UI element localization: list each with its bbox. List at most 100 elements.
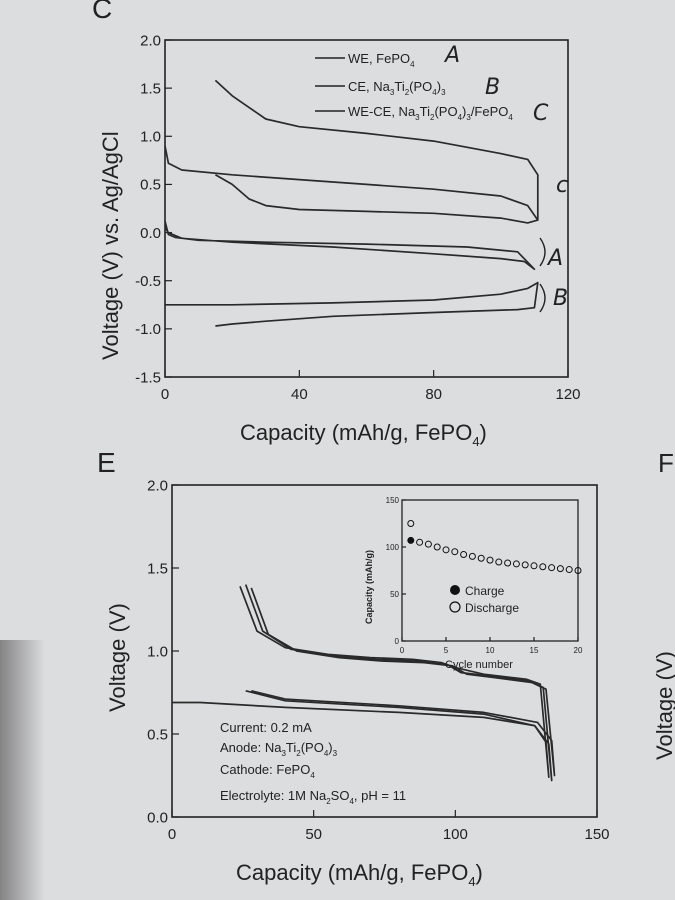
discharge-point	[433, 543, 441, 551]
x-tick-label: 120	[555, 386, 580, 403]
discharge-point	[504, 559, 512, 567]
y-tick-label: 1.5	[147, 560, 168, 577]
discharge-point	[530, 562, 538, 570]
series-line-2	[165, 281, 539, 327]
x-tick-label: 20	[574, 646, 583, 655]
y-tick-label: 0.0	[140, 225, 161, 242]
x-tick-label: 10	[486, 646, 495, 655]
y-tick-label: -0.5	[135, 273, 161, 290]
panel-c-curves	[164, 79, 539, 327]
legend-entry-c: WE-CE, Na3Ti2(PO4)3/FePO4	[348, 104, 513, 122]
discharge-point	[495, 558, 503, 566]
inset-y-axis-label: Capacity (mAh/g)	[364, 550, 374, 624]
note-electrolyte: Electrolyte: 1M Na2SO4, pH = 11	[220, 788, 406, 806]
y-tick-label: 50	[390, 590, 399, 599]
x-tick-label: 0	[400, 646, 405, 655]
panel-c: C -1.5 -1.0 -0.5 0.0 0.5 1.0 1.5 2.0 0 40 80 120 V…	[92, 0, 581, 449]
series-line-4	[214, 174, 539, 224]
y-tick-label: 1.0	[147, 643, 168, 660]
y-tick-label: -1.0	[135, 321, 161, 338]
curve-label-a: A	[546, 246, 563, 271]
discharge-point	[548, 564, 556, 572]
y-tick-label: 150	[386, 496, 400, 505]
curve-label-b-bracket	[539, 283, 546, 313]
curve-label-b: B	[553, 286, 568, 311]
note-cathode: Cathode: FePO4	[220, 762, 315, 780]
legend-hand-b: B	[485, 75, 500, 100]
discharge-point	[574, 567, 582, 574]
y-tick-label: 0.0	[147, 809, 168, 826]
legend-discharge-label: Discharge	[465, 601, 519, 615]
panel-c-y-ticks: -1.5 -1.0 -0.5 0.0 0.5 1.0 1.5 2.0	[135, 32, 172, 386]
discharge-point	[416, 538, 424, 546]
y-tick-label: 0.5	[147, 726, 168, 743]
discharge-point	[565, 566, 573, 574]
panel-e-curves	[172, 584, 556, 782]
panel-c-x-ticks: 0 40 80 120	[161, 370, 581, 403]
x-tick-label: 15	[530, 646, 539, 655]
y-tick-label: 1.0	[140, 129, 161, 146]
y-tick-label: -1.5	[135, 369, 161, 386]
series-line-3	[164, 79, 539, 221]
discharge-point	[512, 560, 520, 568]
legend-discharge-marker	[449, 601, 461, 613]
discharge-point	[486, 556, 494, 564]
panel-e-x-axis-label: Capacity (mAh/g, FePO4)	[236, 860, 483, 889]
discharge-point	[477, 554, 485, 562]
panel-c-letter: C	[92, 0, 112, 24]
panel-e-y-ticks: 0.0 0.5 1.0 1.5 2.0	[147, 477, 179, 826]
x-tick-label: 0	[161, 386, 169, 403]
discharge-point	[460, 551, 468, 559]
panel-e-letter: E	[97, 447, 116, 478]
panel-e-x-ticks: 0 50 100 150	[168, 810, 610, 843]
panel-c-x-axis-label: Capacity (mAh/g, FePO4)	[240, 420, 487, 449]
inset-frame	[401, 499, 579, 642]
inset-x-axis-label: Cycle number	[445, 659, 513, 671]
inset-points	[407, 520, 582, 574]
charge-point	[407, 536, 415, 544]
y-tick-label: 2.0	[140, 32, 161, 49]
note-anode: Anode: Na3Ti2(PO4)3	[220, 740, 338, 758]
note-current: Current: 0.2 mA	[220, 720, 312, 735]
series-line-1	[164, 220, 536, 271]
series-line-3	[250, 587, 556, 777]
y-tick-label: 0.5	[140, 177, 161, 194]
x-tick-label: 5	[444, 646, 449, 655]
y-tick-label: 100	[386, 543, 400, 552]
legend-charge-label: Charge	[465, 584, 505, 598]
inset-chart: 0 50 100 150 0 5 10 15 20 Capacity (mAh/g) Cycl…	[364, 496, 583, 671]
panel-e-notes: Current: 0.2 mA Anode: Na3Ti2(PO4)3 Cath…	[220, 720, 406, 806]
discharge-point	[468, 552, 476, 560]
x-tick-label: 150	[584, 826, 609, 843]
edge-voltage-fragment: Voltage (V)	[652, 651, 675, 760]
inset-y-ticks: 0 50 100 150	[386, 496, 406, 646]
x-tick-label: 0	[168, 826, 176, 843]
discharge-point	[539, 563, 547, 571]
discharge-point	[521, 561, 529, 569]
inset-x-ticks: 0 5 10 15 20	[400, 637, 583, 655]
panel-c-legend: WE, FePO4 A CE, Na3Ti2(PO4)3 B WE-CE, Na…	[315, 43, 549, 126]
legend-charge-marker	[450, 585, 460, 595]
x-tick-label: 80	[425, 386, 442, 403]
panel-c-frame	[164, 39, 569, 378]
x-tick-label: 50	[305, 826, 322, 843]
y-tick-label: 1.5	[140, 80, 161, 97]
panel-c-y-axis-label: Voltage (V) vs. Ag/AgCl	[98, 131, 123, 360]
legend-hand-a: A	[443, 43, 460, 68]
discharge-point	[424, 540, 432, 548]
curve-label-c: c	[556, 173, 568, 198]
edge-letter-f: F	[658, 448, 674, 478]
panel-e: E 0.00.51.01.52.0 0 50 100 150 Voltage (V) …	[97, 447, 610, 889]
legend-entry-b: CE, Na3Ti2(PO4)3	[348, 79, 446, 97]
discharge-point	[556, 565, 564, 573]
discharge-point	[442, 546, 450, 554]
discharge-point	[451, 548, 459, 556]
curve-label-a-bracket	[539, 237, 546, 267]
y-tick-label: 0	[395, 637, 400, 646]
discharge-point	[407, 520, 415, 527]
legend-entry-a: WE, FePO4	[348, 51, 415, 69]
panel-e-y-axis-label: Voltage (V)	[105, 603, 130, 712]
legend-hand-c: C	[533, 101, 549, 126]
x-tick-label: 40	[291, 386, 308, 403]
